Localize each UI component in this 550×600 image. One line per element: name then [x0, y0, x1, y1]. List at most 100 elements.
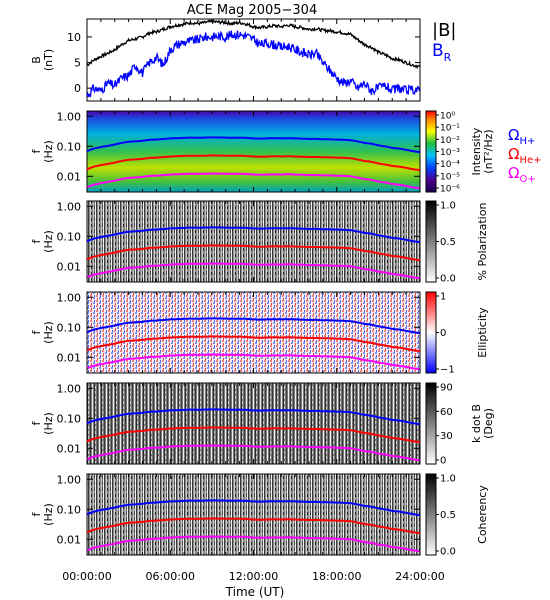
panel-k-dot-b: 1.00 0.10 0.01 f (Hz) 90 60 30 0 k dot B (Deg)	[30, 382, 495, 466]
colorbar-tick-label: 0.5	[440, 237, 456, 248]
colorbar-tick-label: 1.0	[440, 474, 456, 485]
y-axis-label-unit: (Hz)	[42, 321, 55, 344]
gyrofrequency-line-he	[86, 244, 421, 262]
colorbar-tick-label: 0	[440, 328, 446, 339]
colorbar-tick-label: 1.0	[440, 201, 456, 212]
gyrofrequency-line-o	[86, 535, 421, 553]
y-tick-label: 1.00	[57, 382, 82, 395]
y-tick-label: 0.10	[57, 321, 82, 334]
y-axis-label-main: B	[30, 56, 43, 64]
y-axis-label-main: f	[30, 238, 43, 243]
series-line-b-radial	[86, 30, 421, 98]
gyrofrequency-line-o	[86, 353, 421, 371]
gyrofrequency-line-h	[86, 408, 421, 426]
gyrofrequency-line-o	[86, 262, 421, 280]
gyrofrequency-line-h	[86, 317, 421, 335]
gyrofrequency-line-o	[86, 172, 421, 190]
y-tick-label: 1.00	[57, 110, 82, 123]
colorbar-tick-label: 10⁻⁶	[440, 185, 460, 195]
y-tick-label: 10	[67, 31, 81, 44]
gyrofrequency-line-he	[86, 517, 421, 535]
x-tick-label: 18:00:00	[312, 570, 361, 583]
y-tick-label: 0.10	[57, 140, 82, 153]
y-tick-label: 0.01	[57, 533, 82, 546]
time-axis: 00:00:00 06:00:00 12:00:00 18:00:00 24:00:00	[62, 19, 445, 583]
x-tick-label: 12:00:00	[229, 570, 278, 583]
y-axis-label-main: f	[30, 148, 43, 153]
x-tick-label: 00:00:00	[62, 570, 111, 583]
legend-omega-h: ΩH+	[508, 126, 535, 147]
gyrofrequency-line-he	[86, 154, 421, 172]
legend-omega-he: ΩHe+	[508, 145, 542, 166]
colorbar-tick-label: 0.5	[440, 510, 456, 521]
legend-omega-o: ΩO+	[508, 164, 536, 185]
colorbar	[425, 473, 437, 556]
y-axis-label-unit: (Hz)	[42, 503, 55, 526]
y-tick-label: 0.01	[57, 260, 82, 273]
legend-b-magnitude: |B|	[432, 20, 456, 41]
colorbar-label: Coherency	[476, 485, 489, 544]
y-tick-label: 0.10	[57, 412, 82, 425]
panel-coherency: 1.00 0.10 0.01 f (Hz) 1.0 0.5 0.0 Coherency	[30, 473, 489, 557]
gyrofrequency-line-h	[86, 136, 421, 154]
colorbar-tick-label: 60	[440, 407, 453, 418]
gyrofrequency-line-h	[86, 226, 421, 244]
colorbar-unit: (nT²/Hz)	[482, 129, 495, 173]
colorbar	[425, 110, 437, 193]
x-tick-label: 06:00:00	[146, 570, 195, 583]
colorbar-tick-label: 30	[440, 431, 453, 442]
y-axis-label-unit: (Hz)	[42, 230, 55, 253]
colorbar-tick-label: 90	[440, 383, 453, 394]
colorbar	[425, 382, 437, 465]
x-axis-label: Time (UT)	[225, 585, 285, 599]
colorbar-tick-label: 1	[440, 292, 446, 303]
gyrofrequency-line-h	[86, 499, 421, 517]
colorbar	[425, 291, 437, 374]
colorbar-tick-label: −1	[440, 365, 455, 376]
colorbar-unit: (Deg)	[482, 408, 495, 439]
y-tick-label: 1.00	[57, 291, 82, 304]
y-tick-label: 5	[74, 57, 81, 70]
series-line-b-magnitude	[86, 18, 421, 70]
colorbar-label: % Polarization	[476, 203, 489, 281]
panel-frame	[86, 18, 421, 102]
x-tick-label: 24:00:00	[395, 570, 444, 583]
colorbar-tick-label: 10⁻²	[440, 136, 460, 146]
legend-b-radial: BR	[432, 41, 452, 64]
y-axis-label-unit: (Hz)	[42, 412, 55, 435]
panel-intensity: 1.00 0.10 0.01 f (Hz) 10⁰ 10⁻¹ 10⁻² 10⁻³ 10⁻⁴ 10⁻⁵…	[30, 110, 495, 194]
panel-polarization: 1.00 0.10 0.01 f (Hz) 1.0 0.5 0.0 % Polarization	[30, 200, 489, 284]
gyrofrequency-line-he	[86, 335, 421, 353]
y-tick-label: 0.01	[57, 170, 82, 183]
colorbar-tick-label: 10⁻⁴	[440, 160, 460, 170]
panel-magnetic-field: 0 5 10 B (nT) |B| BR	[30, 18, 456, 102]
figure-title: ACE Mag 2005−304	[187, 3, 317, 18]
colorbar-tick-label: 0.0	[440, 274, 456, 285]
gyrofrequency-line-o	[86, 444, 421, 462]
colorbar-tick-label: 0	[440, 456, 446, 467]
colorbar-tick-label: 10⁻⁵	[440, 172, 460, 182]
panel-ellipticity: 1.00 0.10 0.01 f (Hz) 1 0 −1 Ellipticity	[30, 291, 489, 375]
colorbar-tick-label: 10⁰	[440, 112, 455, 122]
y-axis-label-main: f	[30, 329, 43, 334]
y-tick-label: 0.10	[57, 230, 82, 243]
y-tick-label: 1.00	[57, 200, 82, 213]
gyrofrequency-legend: ΩH+ ΩHe+ ΩO+	[508, 126, 542, 185]
colorbar-label: k dot B	[470, 404, 483, 443]
spectrogram-panels: 1.000.100.01f (Hz)10⁰10⁻¹10⁻²10⁻³10⁻⁴10⁻⁵…	[30, 110, 495, 557]
colorbar-label: Ellipticity	[476, 307, 489, 358]
colorbar-tick-label: 10⁻³	[440, 148, 460, 158]
y-axis-label-unit: (nT)	[42, 49, 55, 71]
y-axis-label-main: f	[30, 420, 43, 425]
colorbar-label: Intensity	[470, 127, 483, 175]
colorbar	[425, 200, 437, 283]
y-tick-label: 0.10	[57, 503, 82, 516]
colorbar-tick-label: 0.0	[440, 547, 456, 558]
y-tick-label: 0.01	[57, 351, 82, 364]
y-axis-label-main: f	[30, 511, 43, 516]
y-tick-label: 0.01	[57, 442, 82, 455]
y-tick-label: 0	[74, 82, 81, 95]
gyrofrequency-line-he	[86, 426, 421, 444]
y-axis-label-unit: (Hz)	[42, 140, 55, 163]
